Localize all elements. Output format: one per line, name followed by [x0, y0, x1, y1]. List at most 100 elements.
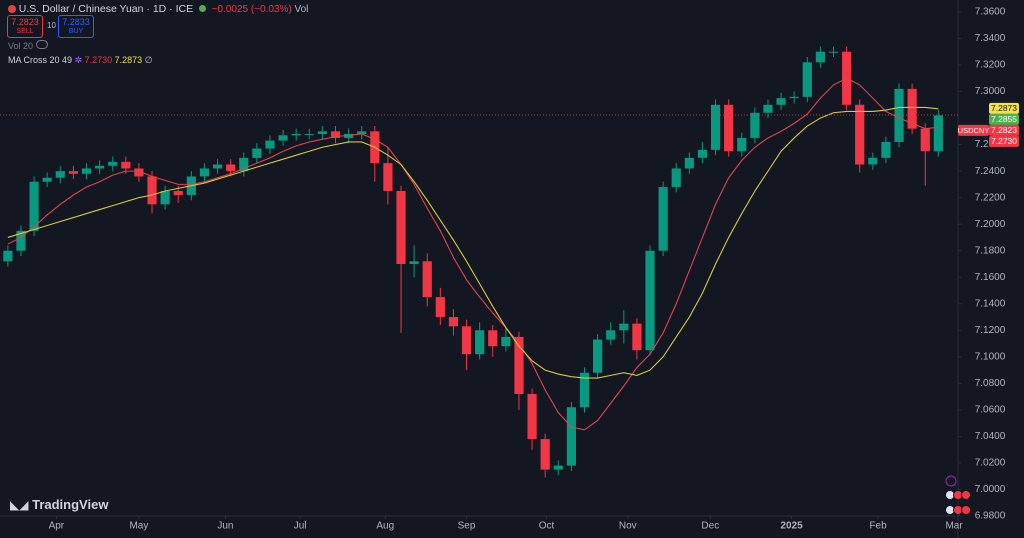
x-tick-label: Dec: [701, 521, 719, 532]
price-label-box: [989, 135, 1019, 147]
candle-body: [828, 51, 839, 53]
candle-body: [933, 115, 943, 152]
logo-mark: ◣◢: [10, 498, 29, 512]
candle: [619, 310, 629, 344]
candle: [789, 91, 799, 104]
candle: [42, 172, 52, 188]
symbol-header: U.S. Dollar / Chinese Yuan · 1D · ICE −0…: [8, 3, 308, 15]
y-tick-label: 7.3600: [975, 7, 1006, 18]
candle-body: [881, 141, 891, 158]
x-tick-label: 2025: [780, 521, 803, 532]
candle: [593, 334, 603, 379]
candle: [147, 171, 157, 214]
candle-body: [68, 171, 78, 174]
candle-body: [619, 323, 629, 331]
sell-button[interactable]: 7.2823 SELL: [7, 15, 43, 38]
symbol-title[interactable]: U.S. Dollar / Chinese Yuan · 1D · ICE: [18, 3, 194, 15]
x-tick-label: Aug: [376, 521, 394, 532]
candle: [252, 143, 262, 164]
y-tick-label: 7.0800: [975, 378, 1006, 389]
candle: [330, 126, 341, 144]
candle: [776, 92, 786, 111]
candle: [802, 57, 812, 103]
price-axis-bg: [958, 0, 1024, 538]
candle-body: [658, 187, 668, 251]
candle: [16, 225, 26, 257]
candle-body: [108, 161, 118, 166]
y-tick-label: 7.1000: [975, 351, 1006, 362]
candle: [95, 160, 105, 174]
candle-body: [3, 250, 13, 262]
candle: [134, 163, 144, 182]
candle-body: [173, 191, 183, 195]
candle-body: [566, 407, 576, 466]
ma-fast-value: 7.2730: [84, 55, 113, 65]
eye-icon[interactable]: [35, 40, 48, 49]
y-tick-label: 7.1600: [975, 272, 1006, 283]
candle-body: [868, 157, 878, 165]
candle-body: [789, 96, 799, 99]
candle-body: [907, 88, 917, 129]
vol-indicator[interactable]: Vol 20: [8, 40, 48, 51]
price-label-box: [989, 124, 1019, 136]
candle-body: [95, 165, 105, 169]
candle-body: [540, 439, 550, 470]
candle-body: [16, 230, 26, 251]
ma-extra: ∅: [144, 55, 153, 65]
candle: [3, 245, 13, 267]
candle-body: [697, 149, 708, 158]
candle-body: [121, 161, 131, 169]
candle: [606, 322, 616, 345]
logo[interactable]: ◣◢ TradingView: [10, 497, 108, 512]
candle-body: [606, 330, 616, 340]
y-tick-label: 7.0400: [975, 431, 1006, 442]
candle-body: [383, 163, 393, 192]
candle-body: [737, 137, 747, 152]
candle-body: [422, 261, 432, 298]
candle-body: [252, 148, 262, 158]
y-tick-label: 7.3200: [975, 60, 1006, 71]
vol-indicator-name: Vol 20: [8, 41, 34, 51]
candle-body: [42, 177, 52, 182]
candle: [566, 401, 576, 471]
candle-body: [776, 98, 786, 105]
ma-line: [7, 106, 939, 379]
ma-indicator-name: MA Cross 20 49: [8, 55, 73, 65]
ma-indicator[interactable]: MA Cross 20 49 ✲ 7.2730 7.2873 ∅: [8, 55, 153, 66]
y-tick-label: 7.3400: [975, 33, 1006, 44]
candle: [212, 159, 223, 174]
price-label-box: [989, 102, 1019, 114]
candle: [396, 185, 406, 333]
candle: [527, 388, 537, 450]
candle-body: [199, 168, 210, 177]
candle-body: [435, 297, 445, 318]
candle-body: [855, 104, 865, 165]
candle: [514, 331, 524, 410]
candle: [894, 83, 904, 148]
buy-button[interactable]: 7.2833 BUY: [58, 15, 94, 38]
price-label: 7.2855: [991, 114, 1017, 124]
price-label: 7.2823: [991, 125, 1017, 135]
x-tick-label: Apr: [49, 521, 65, 532]
settings-icon[interactable]: ✲: [74, 55, 83, 65]
event-icon: [961, 490, 971, 500]
flag-icon: [8, 5, 16, 13]
candle: [724, 99, 734, 157]
candle-body: [212, 164, 223, 169]
candle: [108, 156, 118, 172]
candle-body: [330, 131, 341, 138]
y-tick-label: 7.1400: [975, 298, 1006, 309]
candle-body: [278, 135, 288, 141]
x-tick-label: Jul: [294, 521, 307, 532]
candle-body: [134, 168, 144, 177]
candle: [763, 99, 773, 119]
candle-body: [815, 51, 825, 63]
sell-price: 7.2823: [11, 17, 39, 27]
candle: [435, 287, 445, 325]
candle-body: [724, 104, 734, 152]
candle-body: [317, 131, 327, 134]
y-tick-label: 7.0000: [975, 484, 1006, 495]
candle-body: [304, 133, 314, 135]
candle: [304, 128, 314, 140]
